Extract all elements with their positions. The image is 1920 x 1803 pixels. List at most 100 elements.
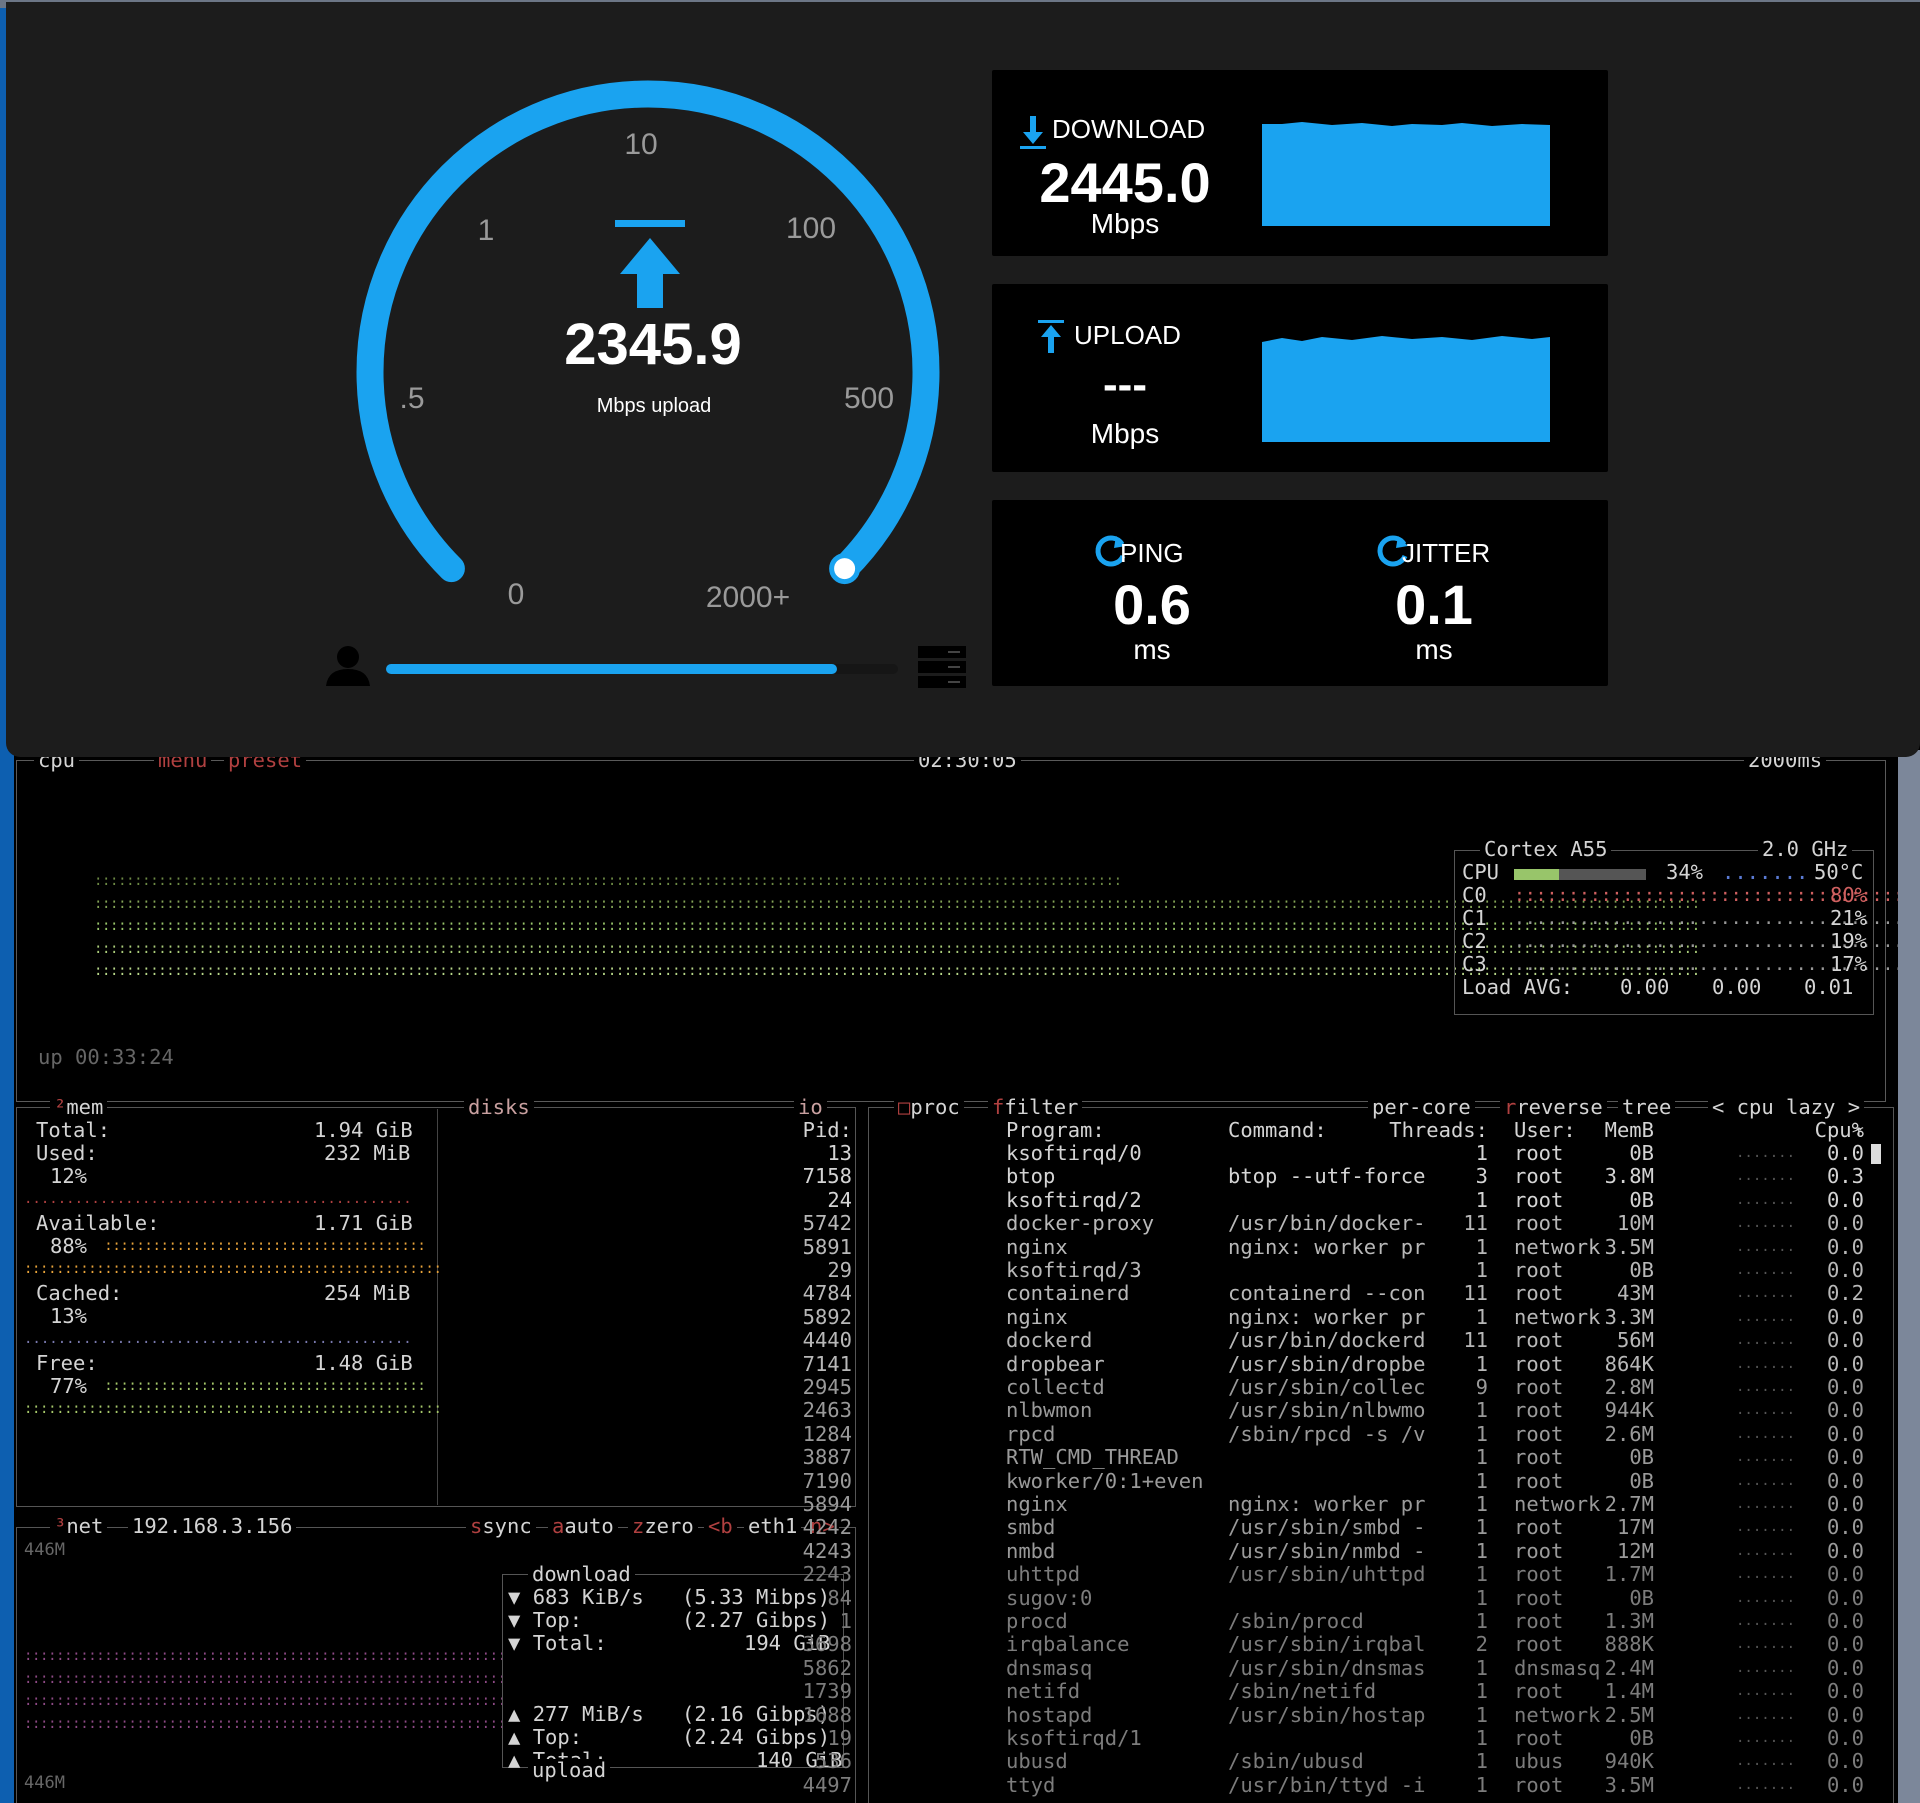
cell-col-threads: 1 xyxy=(1475,1562,1488,1587)
cell-cpu-graph: ....... xyxy=(1736,1449,1796,1466)
cell-col-cpu: 0.0 xyxy=(1826,1187,1864,1212)
table-row[interactable]: 4497 ttyd/usr/bin/ttyd -i 1 root 3.5M 0.0....… xyxy=(14,1772,1894,1797)
proc-box-title: □proc xyxy=(894,1096,964,1118)
cell-col-pid: 29 xyxy=(827,1258,852,1282)
proc-table[interactable]: 13 ksoftirqd/0 1 root 0B 0.0....... 7158 btop bt… xyxy=(14,1142,1894,1802)
table-row[interactable]: 3698 irqbalance/usr/sbin/irqbal 2 root 888K 0… xyxy=(14,1632,1894,1657)
proc-tree-button[interactable]: tree xyxy=(1618,1096,1676,1118)
table-row[interactable]: 24 ksoftirqd/2 1 root 0B 0.0....... xyxy=(14,1187,1894,1212)
table-row[interactable]: 1739 netifd/sbin/netifd 1 root 1.4M 0.0......… xyxy=(14,1679,1894,1703)
net-auto-button[interactable]: aauto xyxy=(548,1515,618,1537)
table-row[interactable]: 5892 nginx nginx: worker pr 1 network 3.3M 0.0… xyxy=(14,1305,1894,1329)
cell-col-threads: 1 xyxy=(1475,1515,1488,1540)
table-row[interactable]: 5891 nginx nginx: worker pr 1 network 3.5M 0.0… xyxy=(14,1234,1894,1259)
header-col-program[interactable]: Program: xyxy=(1006,1118,1105,1142)
table-row[interactable]: 84 sugov:0 1 root 0B 0.0....... xyxy=(14,1585,1894,1610)
table-row[interactable]: 13 ksoftirqd/0 1 root 0B 0.0....... xyxy=(14,1142,1894,1165)
cell-col-memb: 2.8M xyxy=(1604,1375,1654,1399)
scroll-up-arrow[interactable]: ↑ xyxy=(1854,1121,1864,1140)
upload-icon-bar xyxy=(615,220,685,227)
cell-cpu-graph: ....... xyxy=(1736,1566,1796,1583)
cell-col-memb: 940K xyxy=(1604,1749,1654,1774)
table-row[interactable]: 29 ksoftirqd/3 1 root 0B 0.0....... xyxy=(14,1258,1894,1282)
table-row[interactable]: 4243 nmbd/usr/sbin/nmbd - 1 root 12M 0.0.....… xyxy=(14,1538,1894,1563)
cell-col-program: nlbwmon xyxy=(1006,1398,1093,1423)
cpu-model: Cortex A55 xyxy=(1480,838,1612,860)
cell-col-cpu: 0.0 xyxy=(1826,1375,1864,1399)
cell-col-program: ttyd xyxy=(1006,1772,1056,1797)
table-row[interactable]: 7190 kworker/0:1+even 1 root 0B 0.0....... xyxy=(14,1469,1894,1493)
table-row[interactable]: 536 ubusd/sbin/ubusd 1 ubus 940K 0.0....... xyxy=(14,1749,1894,1774)
table-row[interactable]: 7141 dropbear/usr/sbin/dropbe 1 root 864K 0.0… xyxy=(14,1351,1894,1376)
table-row[interactable]: 5742 docker-proxy/usr/bin/docker- 11 root 10… xyxy=(14,1211,1894,1235)
proc-filter-button[interactable]: ffilter xyxy=(988,1096,1083,1118)
cell-col-user: root xyxy=(1514,1398,1564,1423)
table-row[interactable]: 1284 rpcd/sbin/rpcd -s /v 1 root 2.6M 0.0....… xyxy=(14,1421,1894,1446)
cell-col-command: /usr/bin/ttyd -i xyxy=(1228,1772,1426,1797)
proc-reverse-button[interactable]: rreverse xyxy=(1500,1096,1607,1118)
header-col-user[interactable]: User: xyxy=(1514,1118,1576,1142)
cell-col-user: network xyxy=(1514,1492,1601,1516)
header-col-pid[interactable]: Pid: xyxy=(802,1118,852,1142)
cell-col-cpu: 0.0 xyxy=(1826,1258,1864,1282)
cell-cpu-graph: ....... xyxy=(1736,1636,1796,1653)
cell-col-user: root xyxy=(1514,1351,1564,1376)
net-down-top-value: (2.27 Gibps) xyxy=(682,1608,831,1632)
cell-col-pid: 4243 xyxy=(802,1538,852,1563)
table-row[interactable]: 1688 hostapd/usr/sbin/hostap 1 network 2.5M 0… xyxy=(14,1703,1894,1727)
header-col-threads[interactable]: Threads: xyxy=(1389,1118,1488,1142)
cell-col-threads: 1 xyxy=(1475,1421,1488,1446)
table-row[interactable]: 1 procd/sbin/procd 1 root 1.3M 0.0....... xyxy=(14,1609,1894,1633)
cell-col-memb: 2.7M xyxy=(1604,1492,1654,1516)
header-col-command[interactable]: Command: xyxy=(1228,1118,1327,1142)
net-down-total-value: 194 GiB xyxy=(744,1631,831,1655)
cell-cpu-graph: ....... xyxy=(1736,1542,1796,1559)
net-down-rate-bits: (5.33 Mibps) xyxy=(682,1585,831,1609)
table-row[interactable]: 4784 containerd containerd --con 11 root 43M 0… xyxy=(14,1281,1894,1306)
mem-total-label: Total: xyxy=(36,1118,111,1142)
cell-col-command: nginx: worker pr xyxy=(1228,1234,1426,1259)
table-row[interactable]: 2463 nlbwmon/usr/sbin/nlbwmo 1 root 944K 0.0.… xyxy=(14,1398,1894,1423)
io-title[interactable]: io xyxy=(794,1096,827,1118)
cell-col-command: /sbin/procd xyxy=(1228,1609,1364,1633)
cell-col-user: root xyxy=(1514,1585,1564,1610)
cell-cpu-graph: ....... xyxy=(1736,1683,1796,1700)
table-row[interactable]: 7158 btop btop --utf-force 3 root 3.8M 0.3....… xyxy=(14,1164,1894,1188)
table-row[interactable]: 4440 dockerd/usr/bin/dockerd 11 root 56M 0.0.… xyxy=(14,1328,1894,1353)
net-next-interface-button[interactable]: n> xyxy=(806,1515,839,1537)
proc-per-core-button[interactable]: per-core xyxy=(1368,1096,1475,1118)
net-prev-interface-button[interactable]: <b xyxy=(704,1515,737,1537)
mem-cached-label: Cached: xyxy=(36,1281,123,1305)
cpu-temperature: 50°C xyxy=(1814,860,1864,884)
net-sync-button[interactable]: ssync xyxy=(466,1515,536,1537)
mem-available-graph: ::::::::::::::::::::::::::::::::::::::::… xyxy=(24,1238,442,1277)
table-row[interactable]: 3887 RTW_CMD_THREAD 1 root 0B 0.0....... xyxy=(14,1445,1894,1470)
cell-col-threads: 1 xyxy=(1475,1772,1488,1797)
core-c3-percent: 17% xyxy=(1830,952,1868,976)
table-row[interactable]: 5862 dnsmasq/usr/sbin/dnsmas 1 dnsmasq 2.4M 0… xyxy=(14,1656,1894,1680)
net-zero-button[interactable]: zzero xyxy=(628,1515,698,1537)
header-col-cpu[interactable]: Cpu% xyxy=(1814,1118,1864,1142)
table-row[interactable]: 19 ksoftirqd/1 1 root 0B 0.0....... xyxy=(14,1726,1894,1750)
core-c1-label: C1 xyxy=(1462,906,1487,930)
cpu-graph-row: ::::::::::::::::::::::::::::::::::::::::… xyxy=(94,918,1700,934)
speed-gauge: 10 1 100 .5 500 0 2000+ 2345.9 Mbps uplo… xyxy=(356,80,940,614)
btop-terminal[interactable]: cpu menu preset 02:30:05 2000ms ::::::::… xyxy=(14,720,1898,1803)
table-row[interactable]: 5894 nginx nginx: worker pr 1 network 2.7M 0.0… xyxy=(14,1492,1894,1516)
cell-col-threads: 1 xyxy=(1475,1749,1488,1774)
proc-sort-selector[interactable]: < cpu lazy > xyxy=(1708,1096,1865,1118)
cell-col-cpu: 0.0 xyxy=(1826,1585,1864,1610)
cell-col-threads: 1 xyxy=(1475,1445,1488,1470)
table-row[interactable]: 2243 uhttpd/usr/sbin/uhttpd 1 root 1.7M 0.0..… xyxy=(14,1562,1894,1587)
table-row[interactable]: 4242 smbd/usr/sbin/smbd - 1 root 17M 0.0.....… xyxy=(14,1515,1894,1540)
cell-col-user: root xyxy=(1514,1772,1564,1797)
cell-col-threads: 2 xyxy=(1475,1632,1488,1657)
table-row[interactable]: 2945 collectd/usr/sbin/collec 9 root 2.8M 0.0… xyxy=(14,1375,1894,1399)
proc-scrollbar-thumb[interactable] xyxy=(1871,1144,1881,1164)
gauge-tick-500: 500 xyxy=(844,382,894,415)
cell-col-command: /usr/bin/dockerd xyxy=(1228,1328,1426,1353)
net-up-top: ▲ Top: xyxy=(508,1725,583,1749)
header-col-memb[interactable]: MemB xyxy=(1604,1118,1654,1142)
cell-col-pid: 4784 xyxy=(802,1281,852,1306)
mem-cached-value: 254 MiB xyxy=(324,1281,411,1305)
